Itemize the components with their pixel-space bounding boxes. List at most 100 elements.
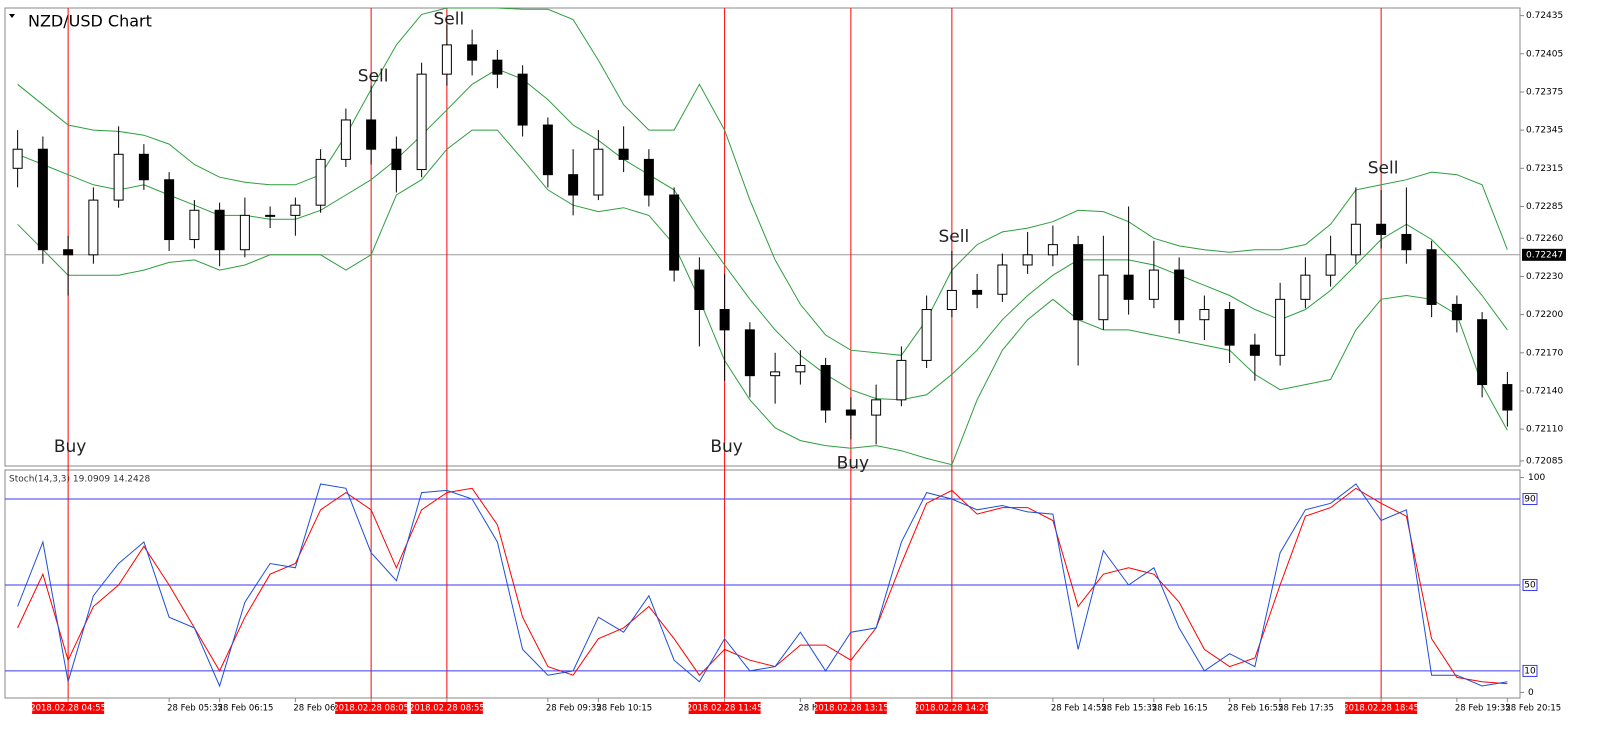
candle-body (63, 249, 74, 256)
candle-body (113, 153, 124, 201)
y-tick-label: 0.72260 (1526, 234, 1563, 244)
x-tick-label: 2018.02.28 14:20 (914, 704, 990, 714)
x-tick-label: 2018.02.28 13:15 (813, 704, 889, 714)
candle-body (921, 309, 932, 361)
candle-body (1477, 319, 1488, 386)
y-tick-label: 0.72435 (1526, 11, 1563, 21)
candle-body (189, 209, 200, 241)
candle-body (1451, 303, 1462, 321)
signal-time-box (688, 702, 761, 714)
candle-body (1123, 274, 1134, 300)
x-tick-label: 28 Feb 10:15 (596, 704, 652, 714)
candle-body (441, 44, 452, 75)
candle-body (946, 289, 957, 311)
annotation: Sell (434, 9, 465, 29)
candle-body (1224, 309, 1235, 346)
candle-body (290, 204, 301, 216)
band-lower (17, 129, 1508, 466)
y-tick-label: 0.72405 (1526, 49, 1563, 59)
candle-body (1275, 298, 1286, 356)
y-tick-label: 0.72170 (1526, 348, 1563, 358)
x-tick-label: 28 Feb 20:15 (1505, 704, 1561, 714)
y-tick-label: 0 (1528, 688, 1534, 698)
candle-body (871, 399, 882, 416)
candle-body (820, 364, 831, 411)
candle-body (1249, 344, 1260, 356)
x-tick-label: 28 Feb 15:35 (1101, 704, 1157, 714)
level-box (1522, 493, 1538, 506)
candle-body (1073, 244, 1084, 321)
annotation: Buy (710, 437, 743, 457)
current-price-label: 0.72247 (1526, 250, 1563, 260)
candle-body (669, 194, 680, 271)
y-tick-label: 0.72345 (1526, 126, 1563, 136)
stoch-title: Stoch(14,3,3) 19.0909 14.2428 (9, 475, 150, 485)
y-tick-label: 0.72230 (1526, 272, 1563, 282)
candle-body (391, 148, 402, 171)
candle-body (1502, 384, 1513, 411)
annotation: Buy (54, 437, 87, 457)
x-tick-label: 28 Feb 16:15 (1152, 704, 1208, 714)
signal-time-box (410, 702, 483, 714)
candle-body (542, 124, 553, 176)
level-label: 90 (1524, 495, 1536, 505)
y-tick-label: 0.72285 (1526, 202, 1563, 212)
y-tick-label: 0.72140 (1526, 386, 1563, 396)
main-panel (4, 7, 1521, 467)
candle-body (1148, 269, 1159, 300)
signal-time-box (814, 702, 887, 714)
x-tick-label: 2018.02.28 08:05 (333, 704, 409, 714)
candle-body (366, 119, 377, 150)
level-label: 10 (1524, 666, 1536, 676)
candle-body (1325, 254, 1336, 276)
annotation: Sell (358, 67, 389, 87)
candle-body (719, 309, 730, 331)
y-tick-label: 0.72085 (1526, 456, 1563, 466)
candle-body (972, 289, 983, 295)
annotation: Sell (1368, 158, 1399, 178)
candle-body (568, 174, 579, 196)
candle-body (795, 364, 806, 373)
signal-time-box (1345, 702, 1418, 714)
candle-body (896, 359, 907, 401)
stoch-line (17, 483, 1508, 688)
level-box (1522, 664, 1538, 677)
x-tick-label: 28 Feb 06:15 (218, 704, 274, 714)
x-tick-label: 2018.02.28 11:45 (687, 704, 763, 714)
menu-arrow (9, 14, 15, 18)
y-tick-label: 0.72200 (1526, 310, 1563, 320)
candle-body (492, 59, 503, 75)
signal-time-box (335, 702, 408, 714)
level-label: 50 (1524, 580, 1536, 590)
candle-body (1174, 269, 1185, 321)
candle-body (1426, 249, 1437, 305)
x-tick-label: 28 Feb 19:35 (1455, 704, 1511, 714)
x-tick-label: 28 Feb 16:55 (1228, 704, 1284, 714)
x-tick-label: 28 Feb 06:55 (293, 704, 349, 714)
y-tick-label: 0.72375 (1526, 87, 1563, 97)
candle-body (239, 214, 250, 251)
candle-body (1098, 274, 1109, 321)
stoch-panel (4, 469, 1521, 699)
annotation: Sell (939, 227, 970, 247)
candle-body (37, 148, 48, 251)
candle-body (1022, 254, 1033, 266)
x-tick-label: 28 Feb 05:35 (167, 704, 223, 714)
candle-body (315, 158, 326, 206)
candle-body (593, 148, 604, 196)
candle-body (12, 148, 23, 169)
current-price-box (1522, 248, 1566, 261)
candle-body (845, 409, 856, 416)
y-tick-label: 100 (1528, 473, 1545, 483)
signal-time-box (915, 702, 988, 714)
level-box (1522, 578, 1538, 591)
signal-time-box (32, 702, 105, 714)
candle-body (265, 214, 276, 217)
candle-body (1350, 223, 1361, 256)
x-tick-label: 28 Feb 17:35 (1278, 704, 1334, 714)
candle-body (694, 269, 705, 311)
candle-body (164, 179, 175, 241)
candle-body (643, 158, 654, 196)
band-middle (17, 68, 1508, 401)
